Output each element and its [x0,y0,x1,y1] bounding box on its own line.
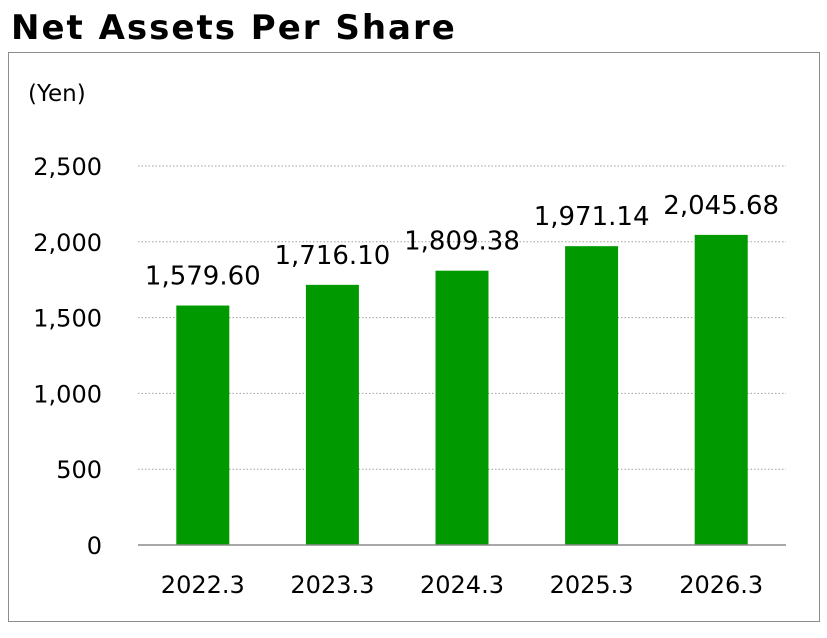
bars [176,234,748,545]
x-tick-label: 2025.3 [550,571,634,599]
data-label: 1,809.38 [404,227,520,257]
y-tick-label: 2,000 [33,229,102,257]
bar [435,270,489,545]
bar [305,284,359,545]
bar [694,234,748,545]
gridlines [138,165,786,470]
y-tick-label: 1,500 [33,305,102,333]
data-labels: 1,579.60 1,716.10 1,809.38 1,971.14 2,045.68 [145,191,779,292]
bar [176,305,230,545]
data-label: 1,971.14 [534,202,650,232]
x-tick-label: 2026.3 [679,571,763,599]
y-tick-label: 500 [56,456,102,484]
bar [565,246,619,545]
data-label: 1,716.10 [275,241,391,271]
y-tick-label: 2,500 [33,153,102,181]
x-axis-ticks: 2022.3 2023.3 2024.3 2025.3 2026.3 [161,571,763,599]
y-tick-label: 0 [87,532,102,560]
y-axis-ticks: 0 500 1,000 1,500 2,000 2,500 [33,153,102,560]
chart-frame [8,52,820,622]
x-tick-label: 2022.3 [161,571,245,599]
x-tick-label: 2024.3 [420,571,504,599]
data-label: 2,045.68 [663,191,779,221]
chart-title: Net Assets Per Share [11,8,457,48]
x-tick-label: 2023.3 [290,571,374,599]
y-axis-unit-label: (Yen) [28,81,86,107]
y-tick-label: 1,000 [33,380,102,408]
data-label: 1,579.60 [145,262,261,292]
